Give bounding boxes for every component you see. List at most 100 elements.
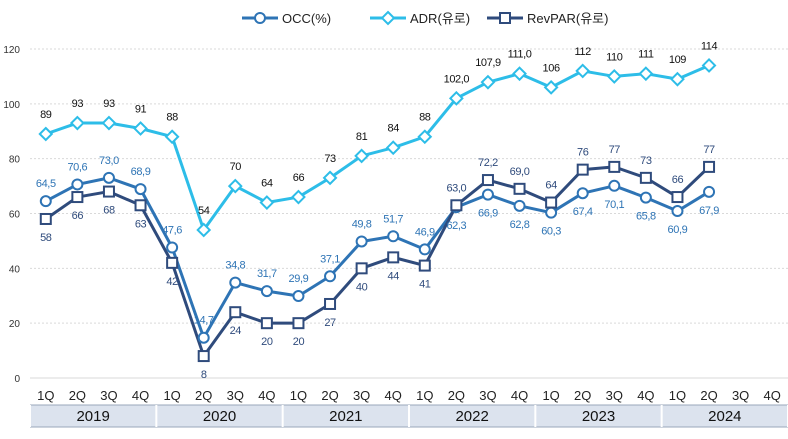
data-point bbox=[543, 79, 559, 95]
data-label: 46,9 bbox=[415, 226, 435, 238]
data-label: 114 bbox=[701, 40, 718, 52]
y-tick-label: 40 bbox=[9, 264, 21, 275]
data-label: 106 bbox=[543, 62, 560, 74]
data-label: 66,9 bbox=[478, 208, 498, 220]
x-tick-label: 1Q bbox=[290, 388, 307, 403]
data-label: 89 bbox=[40, 109, 52, 121]
data-point bbox=[71, 178, 84, 191]
data-point bbox=[545, 206, 558, 219]
data-label: 66 bbox=[672, 174, 684, 186]
data-point bbox=[417, 129, 433, 145]
data-label: 49,8 bbox=[352, 218, 372, 230]
data-point bbox=[355, 262, 368, 275]
data-label: 64,5 bbox=[36, 178, 56, 190]
x-tick-label: 3Q bbox=[100, 388, 117, 403]
x-tick-label: 1Q bbox=[163, 388, 180, 403]
data-point bbox=[324, 270, 337, 283]
data-point bbox=[259, 195, 275, 210]
data-point bbox=[133, 121, 148, 136]
data-point bbox=[166, 256, 179, 269]
data-label: 47,6 bbox=[162, 224, 182, 236]
year-label: 2019 bbox=[76, 408, 109, 425]
data-label: 51,7 bbox=[383, 213, 403, 225]
data-point bbox=[260, 317, 273, 330]
data-label: 64 bbox=[261, 178, 273, 190]
gridlines bbox=[30, 48, 788, 379]
data-label: 54 bbox=[198, 205, 210, 217]
data-label: 76 bbox=[577, 147, 589, 159]
data-point bbox=[448, 90, 464, 106]
data-point bbox=[671, 191, 684, 204]
legend-label: OCC(%) bbox=[282, 11, 331, 26]
y-tick-label: 120 bbox=[3, 45, 20, 56]
data-label: 73,0 bbox=[99, 155, 119, 167]
year-label: 2022 bbox=[455, 408, 488, 425]
data-point bbox=[701, 58, 717, 73]
legend-label: RevPAR(유로) bbox=[527, 11, 608, 26]
series-line bbox=[45, 176, 710, 340]
data-label: 62,8 bbox=[510, 219, 530, 231]
data-point bbox=[481, 188, 494, 201]
x-tick-label: 1Q bbox=[669, 388, 686, 403]
data-point bbox=[671, 205, 684, 218]
data-point bbox=[69, 115, 85, 131]
data-point bbox=[134, 183, 147, 196]
data-point bbox=[292, 317, 305, 330]
data-label: 67,4 bbox=[573, 206, 593, 218]
x-tick-label: 4Q bbox=[132, 388, 149, 403]
data-point bbox=[229, 276, 242, 289]
data-label: 73 bbox=[640, 155, 652, 167]
x-tick-label: 3Q bbox=[227, 388, 244, 403]
x-tick-label: 2Q bbox=[69, 388, 86, 403]
x-tick-label: 3Q bbox=[479, 388, 496, 403]
data-labels: 89 64,5 58 93 70,6 66 93 73,0 68 91 68,9 63 88 47,6 42… bbox=[36, 40, 720, 381]
data-point bbox=[324, 297, 337, 310]
data-label: 20 bbox=[261, 336, 273, 348]
data-point bbox=[134, 199, 147, 212]
data-point bbox=[254, 12, 266, 24]
data-point bbox=[703, 160, 716, 173]
data-label: 69,0 bbox=[510, 166, 530, 178]
data-point bbox=[292, 290, 305, 303]
year-label: 2024 bbox=[708, 408, 741, 425]
data-point bbox=[229, 306, 242, 319]
series-lines bbox=[38, 58, 717, 363]
data-label: 107,9 bbox=[475, 57, 501, 69]
y-tick-label: 0 bbox=[14, 374, 20, 385]
data-label: 37,1 bbox=[320, 253, 340, 265]
data-point bbox=[513, 182, 526, 195]
data-label: 63,0 bbox=[446, 182, 466, 194]
data-point bbox=[166, 241, 179, 254]
data-label: 44 bbox=[387, 270, 399, 282]
data-label: 63 bbox=[135, 218, 147, 230]
data-point bbox=[639, 191, 652, 204]
data-point bbox=[197, 350, 210, 363]
data-point bbox=[575, 63, 591, 79]
x-tick-label: 3Q bbox=[353, 388, 370, 403]
data-point bbox=[387, 251, 400, 264]
legend-label: ADR(유로) bbox=[410, 11, 470, 26]
data-label: 70 bbox=[230, 161, 242, 173]
data-point bbox=[227, 178, 243, 194]
data-point bbox=[38, 126, 54, 142]
x-tick-label: 1Q bbox=[416, 388, 433, 403]
data-label: 68,9 bbox=[131, 166, 151, 178]
data-label: 42 bbox=[166, 276, 178, 288]
data-label: 41 bbox=[419, 279, 431, 291]
data-point bbox=[354, 148, 370, 164]
x-tick-label: 3Q bbox=[606, 388, 623, 403]
data-point bbox=[101, 115, 117, 131]
data-label: 60,3 bbox=[541, 226, 561, 238]
year-label: 2020 bbox=[203, 408, 236, 425]
data-point bbox=[639, 171, 652, 184]
data-label: 84 bbox=[387, 123, 399, 135]
data-point bbox=[670, 71, 685, 87]
x-tick-label: 2Q bbox=[321, 388, 338, 403]
x-tick-label: 1Q bbox=[542, 388, 559, 403]
data-label: 66 bbox=[293, 172, 305, 184]
data-label: 73 bbox=[324, 153, 336, 165]
data-point bbox=[576, 187, 589, 200]
x-tick-label: 2Q bbox=[700, 388, 717, 403]
data-point bbox=[291, 189, 306, 205]
data-point bbox=[606, 69, 622, 84]
